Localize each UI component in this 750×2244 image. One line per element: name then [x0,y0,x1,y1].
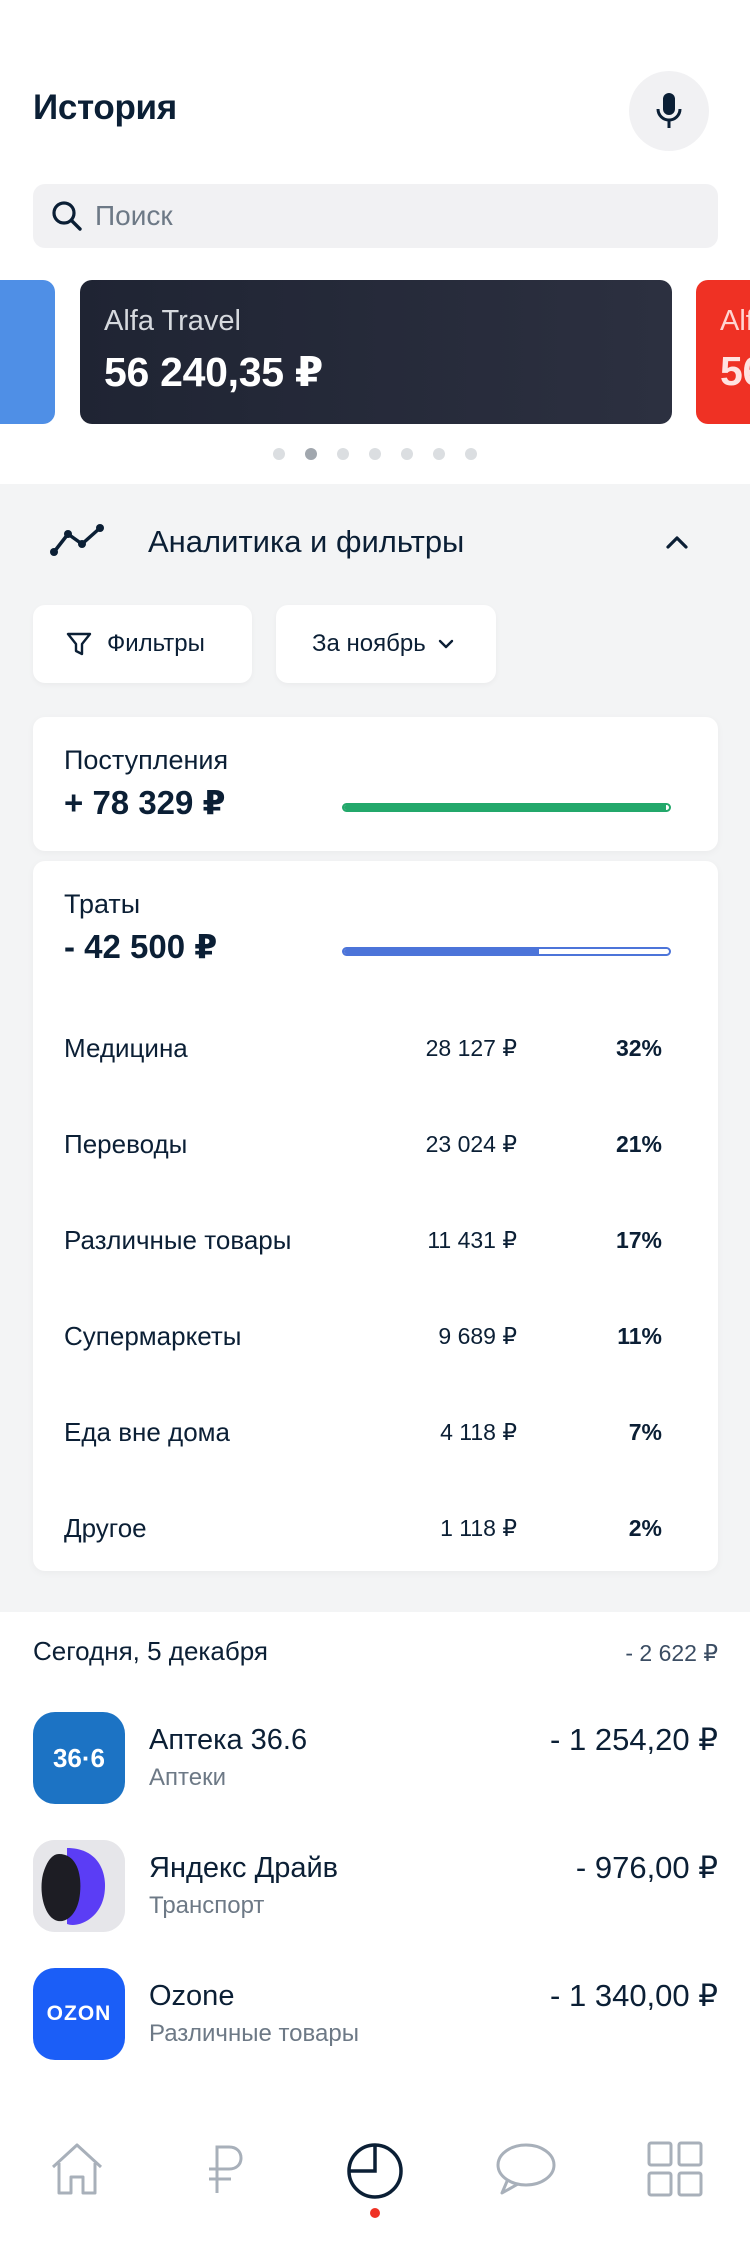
category-percent: 11% [617,1323,662,1349]
filter-icon [66,632,92,656]
card-name: Alfa Travel [104,305,241,337]
category-percent: 7% [628,1419,662,1445]
microphone-icon [656,93,682,128]
ruble-icon [209,2145,243,2193]
chevron-up-icon[interactable] [662,532,692,552]
search-icon [52,201,82,231]
category-percent: 21% [615,1131,662,1157]
bottom-tab-bar [0,2108,750,2244]
category-name: Различные товары [64,1225,292,1255]
page-dot[interactable] [337,448,349,460]
tab-more[interactable] [640,2134,710,2204]
chevron-down-icon [438,639,453,649]
category-amount: 9 689 ₽ [438,1323,517,1349]
category-name: Медицина [64,1033,188,1063]
tab-home[interactable] [42,2134,112,2204]
category-name: Переводы [64,1129,188,1159]
income-panel[interactable]: Поступления + 78 329 ₽ [33,717,718,851]
income-label: Поступления [64,745,229,775]
apteka-logo: 36·6 [33,1712,125,1804]
income-progress-fill [344,805,666,810]
page-title: История [33,88,177,127]
grid-icon [647,2141,703,2197]
carousel-page-indicator [273,448,477,460]
page-dot[interactable] [401,448,413,460]
category-name: Супермаркеты [64,1321,242,1351]
transaction-category: Различные товары [149,2020,359,2047]
voice-search-button[interactable] [629,71,709,151]
spending-progress-bar [342,947,671,956]
yandex-drive-logo [33,1840,125,1932]
spending-value: - 42 500 ₽ [64,928,218,965]
transaction-amount: - 1 340,00 ₽ [550,1978,718,2013]
category-amount: 4 118 ₽ [440,1419,517,1445]
account-card-next[interactable]: Alf 56 [696,280,750,424]
analytics-header[interactable]: Аналитика и фильтры [0,510,750,570]
tab-payments[interactable] [190,2134,260,2204]
category-amount: 11 431 ₽ [427,1227,517,1253]
category-name: Еда вне дома [64,1417,231,1447]
tab-analytics[interactable] [340,2134,410,2204]
transaction-row[interactable]: OZON Ozone Различные товары - 1 340,00 ₽ [33,1968,718,2060]
header: История [0,0,750,185]
logo-text: 36·6 [52,1742,106,1773]
search-field[interactable] [33,184,718,248]
account-card-alfa-travel[interactable]: Alfa Travel 56 240,35 ₽ [80,280,672,424]
chat-bubble-icon [496,2143,556,2195]
tab-chat[interactable] [491,2134,561,2204]
yandex-drive-icon [33,1840,125,1932]
page-dot[interactable] [369,448,381,460]
income-progress-bar [342,803,671,812]
active-tab-indicator [370,2208,380,2218]
category-amount: 23 024 ₽ [425,1131,517,1157]
page-dot[interactable] [433,448,445,460]
category-percent: 2% [628,1515,662,1541]
spending-label: Траты [64,889,141,919]
pie-chart-icon [347,2143,403,2199]
transaction-name: Яндекс Драйв [149,1852,339,1884]
category-row[interactable]: Другое 1 118 ₽ 2% [33,1513,718,1553]
analytics-title: Аналитика и фильтры [148,524,465,559]
transaction-name: Ozone [149,1980,235,2012]
home-icon [51,2143,103,2195]
card-name: Alf [720,305,750,337]
ozon-logo: OZON [33,1968,125,2060]
trend-line-icon [50,524,104,556]
transaction-amount: - 1 254,20 ₽ [550,1722,718,1757]
category-row[interactable]: Различные товары 11 431 ₽ 17% [33,1225,718,1265]
day-total: - 2 622 ₽ [625,1640,718,1666]
page-dot[interactable] [273,448,285,460]
card-balance: 56 240,35 ₽ [104,349,324,395]
filters-label: Фильтры [107,630,205,657]
income-value: + 78 329 ₽ [64,784,226,821]
transaction-category: Аптеки [149,1764,226,1791]
transaction-name: Аптека 36.6 [149,1724,308,1756]
category-row[interactable]: Переводы 23 024 ₽ 21% [33,1129,718,1169]
transaction-row[interactable]: 36·6 Аптека 36.6 Аптеки - 1 254,20 ₽ [33,1712,718,1804]
category-amount: 1 118 ₽ [440,1515,517,1541]
transaction-row[interactable]: Яндекс Драйв Транспорт - 976,00 ₽ [33,1840,718,1932]
card-balance: 56 [720,348,750,394]
page-dot-active[interactable] [305,448,317,460]
category-row[interactable]: Супермаркеты 9 689 ₽ 11% [33,1321,718,1361]
period-select[interactable]: За ноябрь [276,605,496,683]
category-percent: 17% [615,1227,662,1253]
search-input[interactable] [95,200,655,232]
spending-progress-fill [344,949,539,954]
transaction-amount: - 976,00 ₽ [575,1850,718,1885]
period-label: За ноябрь [312,630,426,657]
transaction-category: Транспорт [149,1892,265,1919]
spending-panel: Траты - 42 500 ₽ Медицина 28 127 ₽ 32% П… [33,861,718,1571]
filters-button[interactable]: Фильтры [33,605,252,683]
category-percent: 32% [615,1035,662,1061]
category-name: Другое [64,1513,147,1543]
category-row[interactable]: Еда вне дома 4 118 ₽ 7% [33,1417,718,1457]
day-group-header: Сегодня, 5 декабря - 2 622 ₽ [33,1636,718,1672]
category-row[interactable]: Медицина 28 127 ₽ 32% [33,1033,718,1073]
page-dot[interactable] [465,448,477,460]
account-card-previous[interactable] [0,280,55,424]
day-title: Сегодня, 5 декабря [33,1636,268,1666]
logo-text: OZON [46,2002,112,2025]
category-amount: 28 127 ₽ [425,1035,517,1061]
